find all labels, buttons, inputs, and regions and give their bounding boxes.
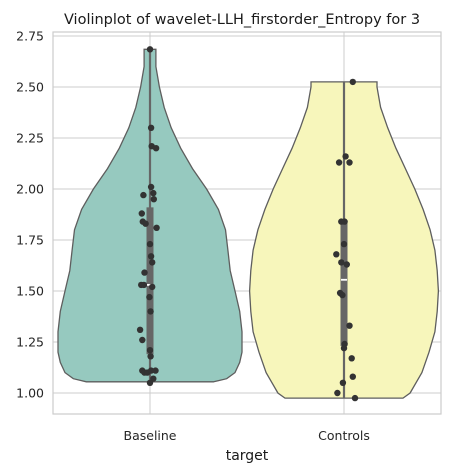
point-baseline <box>153 224 160 231</box>
point-controls <box>348 355 355 362</box>
iqr-box-controls <box>340 220 348 347</box>
point-baseline <box>138 210 145 217</box>
point-baseline <box>147 253 155 260</box>
point-controls <box>338 259 345 266</box>
point-baseline <box>150 196 157 203</box>
point-controls <box>334 389 341 397</box>
point-baseline <box>147 183 155 191</box>
x-axis-label: target <box>226 448 269 464</box>
plot-frame <box>52 31 442 415</box>
point-baseline <box>149 259 156 266</box>
point-controls <box>346 159 353 166</box>
point-baseline <box>146 293 153 301</box>
y-tick-label: 2.50 <box>16 80 44 95</box>
point-baseline <box>147 308 154 315</box>
point-baseline <box>142 220 149 227</box>
point-baseline <box>140 191 147 199</box>
y-tick-label: 1.00 <box>16 386 44 401</box>
point-controls <box>339 379 347 386</box>
y-tick-label: 2.00 <box>16 182 44 197</box>
y-tick-label: 1.50 <box>16 284 44 299</box>
point-baseline <box>147 124 155 131</box>
chart-title: Violinplot of wavelet-LLH_firstorder_Ent… <box>64 12 420 28</box>
point-baseline <box>136 326 144 333</box>
y-tick-label: 1.75 <box>16 233 44 248</box>
point-baseline <box>146 347 154 354</box>
x-tick-label-controls: Controls <box>318 428 370 443</box>
point-baseline <box>147 353 154 360</box>
point-controls <box>333 251 340 258</box>
point-controls <box>339 291 346 299</box>
point-controls <box>338 218 345 225</box>
y-tick-label: 2.75 <box>16 29 44 44</box>
point-controls <box>335 159 343 166</box>
point-controls <box>346 322 353 329</box>
point-controls <box>349 78 356 86</box>
point-baseline <box>152 145 160 152</box>
points <box>136 46 359 402</box>
point-baseline <box>147 367 155 374</box>
point-baseline <box>146 240 154 248</box>
point-controls <box>349 373 356 380</box>
tick-labels: 1.00 1.25 1.50 1.75 2.00 2.25 2.50 2.75 Baseline… <box>16 29 370 444</box>
x-tick-label-baseline: Baseline <box>124 428 177 443</box>
point-baseline <box>140 281 148 289</box>
point-controls <box>340 240 348 248</box>
point-controls <box>351 394 359 402</box>
y-tick-label: 1.25 <box>16 335 44 350</box>
iqr-box-baseline <box>146 207 154 355</box>
y-tick-label: 2.25 <box>16 131 44 146</box>
point-baseline <box>150 189 157 197</box>
point-baseline <box>152 367 159 374</box>
point-baseline <box>149 283 156 291</box>
point-baseline <box>139 336 146 344</box>
point-controls <box>340 344 348 352</box>
point-controls <box>342 153 349 160</box>
point-baseline <box>146 46 154 53</box>
violins <box>57 48 440 399</box>
point-baseline <box>146 379 154 386</box>
point-controls <box>343 261 350 268</box>
point-baseline <box>141 269 148 276</box>
